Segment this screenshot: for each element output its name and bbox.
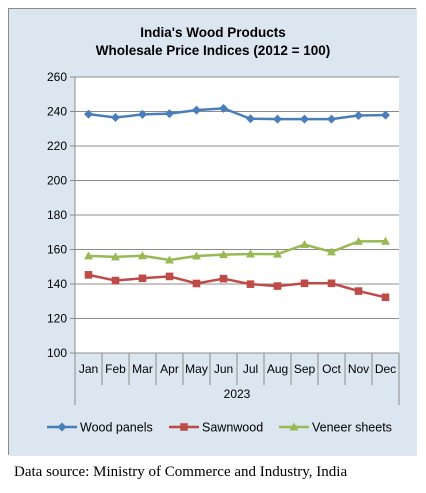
data-point	[219, 250, 228, 259]
data-point	[273, 114, 282, 124]
x-axis: Jan Feb Mar Apr May Jun Jul Aug Sep Oct Nov Dec	[74, 352, 400, 405]
y-tick-label: 160	[47, 243, 67, 257]
data-point	[300, 114, 309, 124]
data-point	[192, 251, 201, 260]
data-point	[111, 252, 120, 261]
data-point	[327, 279, 336, 288]
data-point	[354, 110, 363, 120]
series-group	[84, 103, 390, 302]
x-tick-label: Jul	[243, 362, 258, 376]
data-point	[138, 274, 147, 283]
data-point	[289, 422, 299, 431]
data-source-note: Data source: Ministry of Commerce and In…	[14, 464, 348, 480]
y-tick-label: 260	[47, 70, 67, 84]
series-wood-panels	[84, 103, 390, 124]
data-point	[192, 279, 201, 288]
series-line	[88, 239, 386, 262]
data-point	[327, 114, 336, 124]
data-point	[84, 251, 93, 260]
x-axis-label: 2023	[224, 387, 251, 401]
chart-title-line2: Wholesale Price Indices (2012 = 100)	[96, 43, 331, 58]
x-tick-label: Jan	[79, 362, 98, 376]
y-tick-label: 200	[47, 174, 67, 188]
data-point	[354, 287, 363, 295]
data-point	[381, 110, 390, 120]
data-point	[246, 280, 255, 288]
data-point	[138, 251, 147, 260]
data-point	[354, 236, 363, 245]
data-point	[111, 113, 120, 123]
legend-label: Veneer sheets	[312, 421, 392, 435]
x-tick-label: May	[185, 362, 208, 376]
data-point	[327, 247, 336, 256]
data-point	[381, 293, 390, 302]
data-point	[180, 423, 188, 431]
chart-svg: India's Wood Products Wholesale Price In…	[9, 9, 417, 456]
y-axis: 100 120 140 160 180 200 220 240 260	[47, 70, 76, 360]
data-point	[84, 271, 93, 279]
series-line	[88, 273, 386, 299]
series-veneer-sheets	[84, 236, 390, 264]
gridlines	[75, 76, 399, 354]
y-tick-label: 240	[47, 105, 67, 119]
x-tick-label: Sep	[294, 362, 316, 376]
legend-label: Wood panels	[80, 421, 153, 435]
x-tick-label: Dec	[375, 362, 396, 376]
data-point	[165, 109, 174, 119]
data-point	[381, 236, 390, 245]
series-line	[88, 107, 386, 121]
x-tick-label: Mar	[132, 362, 153, 376]
data-point	[57, 422, 67, 432]
x-tick-label: Apr	[160, 362, 179, 376]
y-tick-label: 120	[47, 312, 67, 326]
legend-label: Sawnwood	[202, 421, 263, 435]
x-tick-label: Nov	[348, 362, 369, 376]
y-tick-label: 220	[47, 139, 67, 153]
data-point	[138, 109, 147, 119]
data-point	[300, 279, 309, 288]
data-point	[219, 274, 228, 283]
legend-item: Veneer sheets	[279, 421, 392, 435]
data-point	[111, 276, 120, 285]
data-point	[246, 249, 255, 258]
data-point	[165, 272, 174, 281]
y-tick-label: 180	[47, 208, 67, 222]
x-tick-label: Aug	[267, 362, 288, 376]
data-point	[246, 114, 255, 124]
data-point	[219, 103, 228, 113]
y-tick-label: 140	[47, 277, 67, 291]
data-point	[165, 255, 174, 264]
legend: Wood panels Sawnwood Veneer sheets	[47, 421, 392, 435]
data-point	[192, 105, 201, 115]
y-tick-label: 100	[47, 346, 67, 360]
chart-container: India's Wood Products Wholesale Price In…	[8, 8, 417, 456]
data-point	[273, 249, 282, 258]
legend-item: Sawnwood	[169, 421, 263, 435]
data-point	[273, 282, 282, 290]
x-tick-label: Jun	[214, 362, 233, 376]
legend-item: Wood panels	[47, 421, 153, 435]
data-point	[300, 239, 309, 248]
x-tick-label: Feb	[105, 362, 126, 376]
data-point	[84, 109, 93, 119]
chart-title-line1: India's Wood Products	[140, 25, 285, 40]
x-tick-label: Oct	[322, 362, 341, 376]
series-sawnwood	[84, 271, 390, 302]
